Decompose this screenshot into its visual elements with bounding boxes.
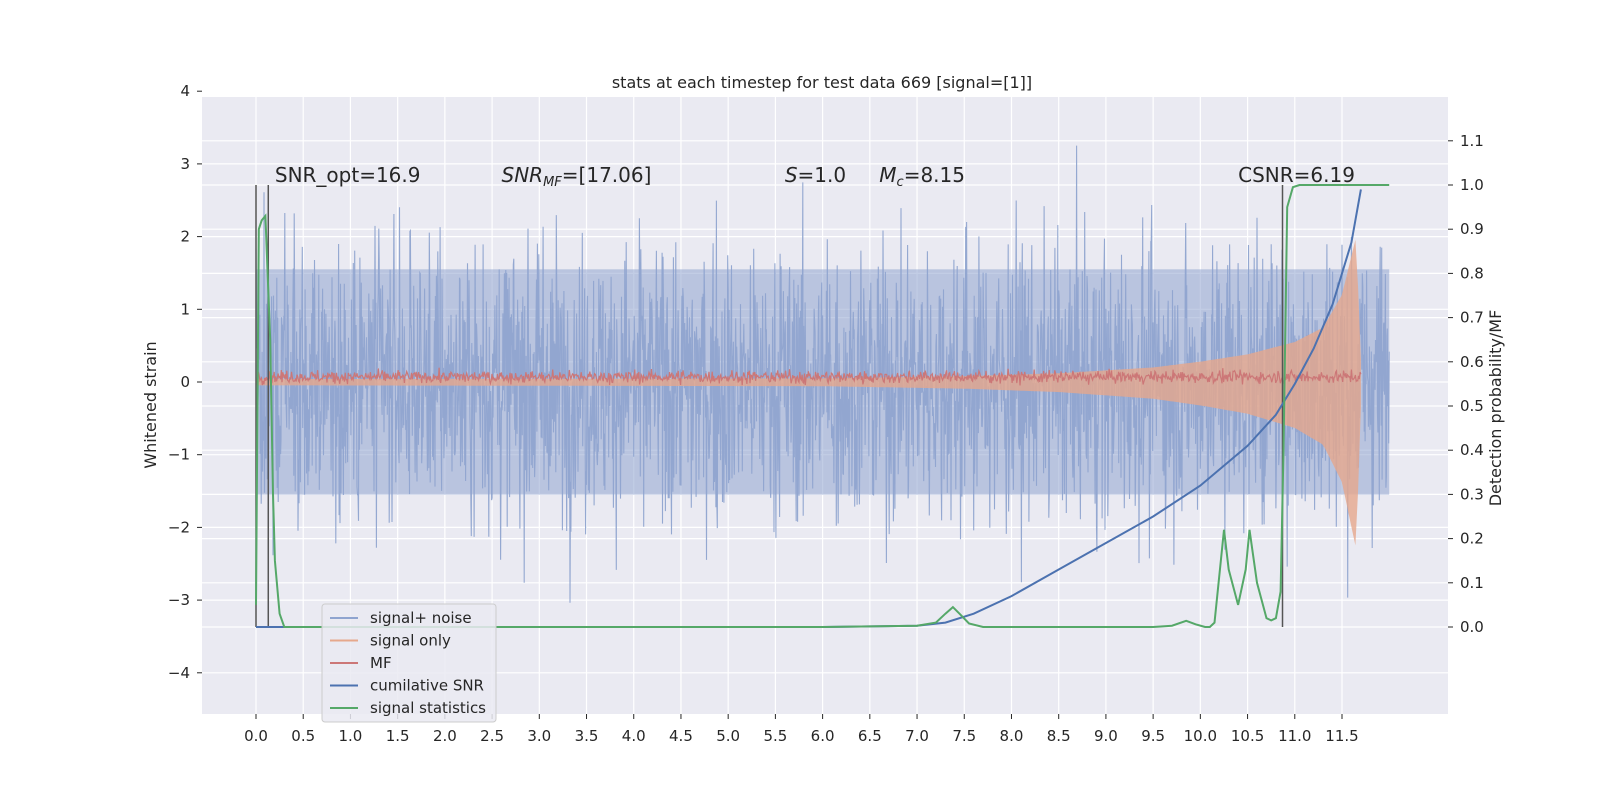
y2-tick-label: 0.0 xyxy=(1460,618,1484,636)
annotation-text: Mc=8.15 xyxy=(879,163,965,190)
x-tick-label: 2.0 xyxy=(433,727,457,745)
x-tick-label: 4.5 xyxy=(669,727,693,745)
y-tick-label: −3 xyxy=(168,591,190,609)
chart-title: stats at each timestep for test data 669… xyxy=(612,73,1032,92)
x-tick-label: 4.0 xyxy=(622,727,646,745)
signal-only-series xyxy=(256,239,1361,546)
y-tick-label: −1 xyxy=(168,446,190,464)
x-tick-label: 10.0 xyxy=(1184,727,1217,745)
legend-box xyxy=(321,603,497,723)
y2-tick-label: 0.9 xyxy=(1460,220,1484,238)
y2-tick-label: 0.6 xyxy=(1460,353,1484,371)
y2-tick-label: 0.4 xyxy=(1460,441,1484,459)
y2-tick-label: 0.5 xyxy=(1460,397,1484,415)
x-tick-label: 1.5 xyxy=(386,727,410,745)
legend-label: signal+ noise xyxy=(370,609,472,627)
x-tick-label: 6.0 xyxy=(811,727,835,745)
legend-label: MF xyxy=(370,654,392,672)
x-tick-label: 9.0 xyxy=(1094,727,1118,745)
x-tick-label: 8.5 xyxy=(1047,727,1071,745)
x-tick-label: 11.0 xyxy=(1278,727,1311,745)
y-tick-label: 3 xyxy=(180,155,190,173)
annotation-text: SNRMF=[17.06] xyxy=(502,163,652,190)
x-tick-label: 9.5 xyxy=(1141,727,1165,745)
x-tick-label: 10.5 xyxy=(1231,727,1264,745)
x-tick-label: 0.5 xyxy=(291,727,315,745)
x-tick-label: 8.0 xyxy=(1000,727,1024,745)
y2-tick-label: 0.8 xyxy=(1460,264,1484,282)
y2-tick-label: 1.1 xyxy=(1460,132,1484,150)
legend-label: signal statistics xyxy=(370,699,486,717)
x-tick-label: 3.0 xyxy=(527,727,551,745)
x-tick-label: 6.5 xyxy=(858,727,882,745)
y2-tick-label: 0.2 xyxy=(1460,530,1484,548)
y2-tick-label: 0.7 xyxy=(1460,309,1484,327)
annotation-text: SNR_opt=16.9 xyxy=(275,163,421,187)
x-tick-label: 0.0 xyxy=(244,727,268,745)
y-tick-label: 0 xyxy=(180,373,190,391)
y-tick-label: 4 xyxy=(180,82,190,100)
cumulative-snr-series xyxy=(256,189,1362,628)
y-tick-label: 1 xyxy=(180,300,190,318)
x-tick-label: 7.0 xyxy=(905,727,929,745)
signal-statistics-series xyxy=(255,184,1390,628)
annotation-text: S=1.0 xyxy=(785,163,846,187)
y-tick-label: −2 xyxy=(168,518,190,536)
x-tick-label: 11.5 xyxy=(1325,727,1358,745)
y-tick-label: 2 xyxy=(180,228,190,246)
x-tick-label: 2.5 xyxy=(480,727,504,745)
annotation-text: CSNR=6.19 xyxy=(1238,163,1355,187)
x-tick-label: 3.5 xyxy=(575,727,599,745)
x-tick-label: 5.0 xyxy=(716,727,740,745)
mf-series xyxy=(255,367,1362,386)
legend-label: cumilative SNR xyxy=(370,677,484,695)
y2-tick-label: 0.1 xyxy=(1460,574,1484,592)
y2-axis-title: Detection probability/MF xyxy=(1486,310,1505,507)
y2-tick-label: 1.0 xyxy=(1460,176,1484,194)
x-tick-label: 5.5 xyxy=(763,727,787,745)
y-tick-label: −4 xyxy=(168,664,190,682)
y-axis-title: Whitened strain xyxy=(141,341,160,468)
legend-label: signal only xyxy=(370,632,451,650)
x-tick-label: 7.5 xyxy=(952,727,976,745)
x-tick-label: 1.0 xyxy=(339,727,363,745)
y2-tick-label: 0.3 xyxy=(1460,485,1484,503)
